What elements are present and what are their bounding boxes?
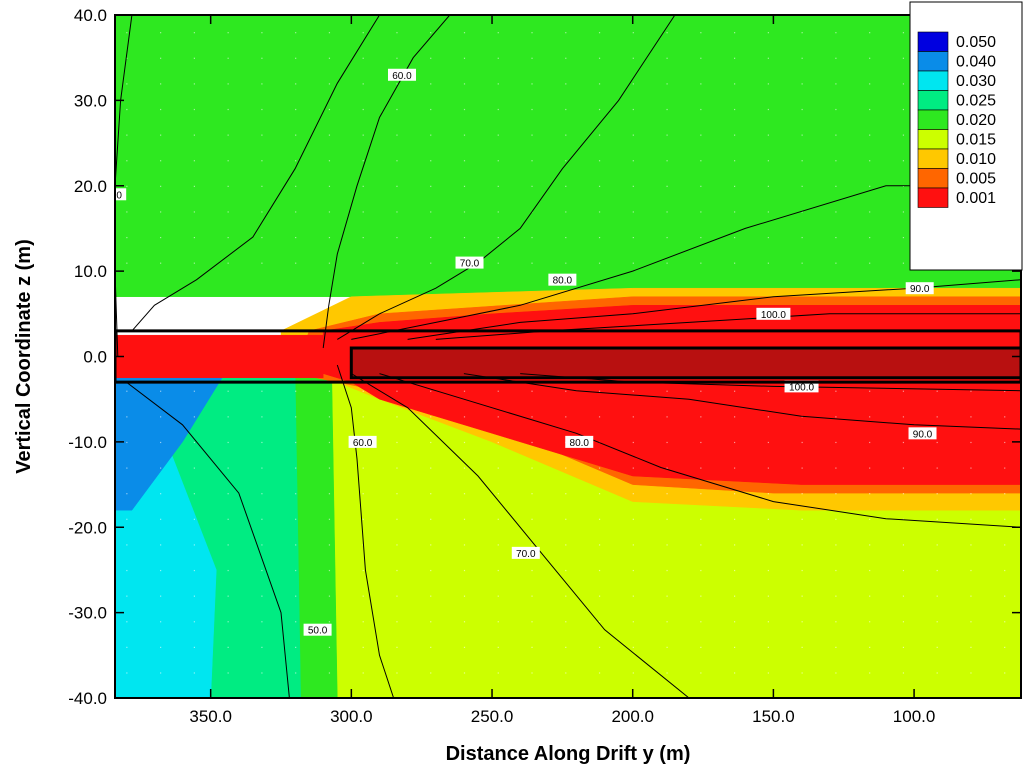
legend-swatch: [917, 129, 949, 150]
y-tick-label: 20.0: [74, 177, 107, 196]
contour-label: 40.0: [102, 188, 127, 201]
contour-label: 60.0: [348, 435, 377, 449]
x-tick-label: 300.0: [330, 707, 373, 726]
y-tick-label: -30.0: [68, 604, 107, 623]
legend-label: 0.025: [956, 93, 996, 110]
svg-text:70.0: 70.0: [460, 259, 480, 270]
y-tick-label: 30.0: [74, 91, 107, 110]
contour-line: [379, 373, 1021, 528]
legend-label: 0.020: [956, 112, 996, 129]
y-tick-label: 0.0: [83, 348, 107, 367]
contour-line: [337, 15, 676, 340]
svg-text:80.0: 80.0: [553, 276, 573, 287]
contour-line: [131, 15, 380, 332]
legend-swatch: [917, 148, 949, 169]
svg-text:60.0: 60.0: [353, 438, 373, 449]
contour-line: [435, 313, 1021, 340]
svg-text:70.0: 70.0: [516, 549, 536, 560]
plot-area: 40.050.060.070.080.090.0100.050.060.070.…: [102, 15, 1021, 698]
contour-label: 60.0: [387, 68, 416, 82]
contour-label: 100.0: [756, 307, 791, 321]
y-tick-label: -10.0: [68, 433, 107, 452]
contour-label: 80.0: [565, 435, 594, 449]
contour-label: 50.0: [303, 623, 332, 637]
svg-text:40.0: 40.0: [102, 190, 122, 201]
contour-label: 80.0: [548, 273, 577, 287]
legend-swatch: [917, 109, 949, 130]
legend-swatch: [917, 51, 949, 72]
svg-text:50.0: 50.0: [308, 626, 328, 637]
legend-label: 0.005: [956, 171, 996, 188]
x-tick-label: 150.0: [752, 707, 795, 726]
x-tick-label: 200.0: [611, 707, 654, 726]
svg-text:90.0: 90.0: [910, 284, 930, 295]
contour-region: [115, 334, 324, 379]
contour-line: [463, 373, 1021, 430]
legend-swatch: [917, 31, 949, 52]
x-axis-title: Distance Along Drift y (m): [446, 743, 691, 765]
contour-label: 70.0: [511, 546, 540, 560]
y-tick-label: 10.0: [74, 262, 107, 281]
svg-text:60.0: 60.0: [392, 71, 412, 82]
svg-text:80.0: 80.0: [570, 438, 590, 449]
svg-text:90.0: 90.0: [913, 429, 933, 440]
drift-inner-outline: [349, 346, 1021, 380]
drift-outline: [115, 329, 1021, 384]
y-tick-label: -40.0: [68, 689, 107, 708]
legend-swatch: [917, 90, 949, 111]
x-tick-label: 250.0: [471, 707, 514, 726]
y-tick-label: 40.0: [74, 6, 107, 25]
legend-label: 0.015: [956, 132, 996, 149]
svg-text:100.0: 100.0: [761, 310, 786, 321]
contour-line: [336, 364, 395, 698]
contour-label: 90.0: [905, 282, 934, 295]
contour-region: [115, 15, 1021, 297]
contour-line: [125, 381, 290, 698]
legend-swatch: [917, 168, 949, 189]
contour-line: [351, 373, 690, 698]
x-tick-label: 100.0: [893, 707, 936, 726]
legend-label: 0.050: [956, 34, 996, 51]
y-tick-label: -20.0: [68, 518, 107, 537]
legend-label: 0.040: [956, 54, 996, 71]
x-tick-label: 350.0: [189, 707, 232, 726]
svg-text:100.0: 100.0: [789, 382, 814, 393]
contour-label: 90.0: [908, 427, 937, 440]
legend-swatch: [917, 70, 949, 91]
legend-label: 0.030: [956, 73, 996, 90]
contour-line: [351, 185, 1021, 340]
drift-inner-fill: [351, 348, 1021, 378]
contour-label: 70.0: [455, 256, 484, 270]
legend-swatch: [917, 187, 949, 208]
mesh-nodes: [126, 32, 1006, 674]
contour-line: [322, 15, 451, 349]
legend-label: 0.010: [956, 151, 996, 168]
y-axis-title: Vertical Coordinate z (m): [13, 239, 35, 474]
legend-label: 0.001: [956, 190, 996, 207]
legend: 0.050 0.040 0.030 0.025 0.020 0.015 0.010 0.005…: [909, 1, 1023, 271]
